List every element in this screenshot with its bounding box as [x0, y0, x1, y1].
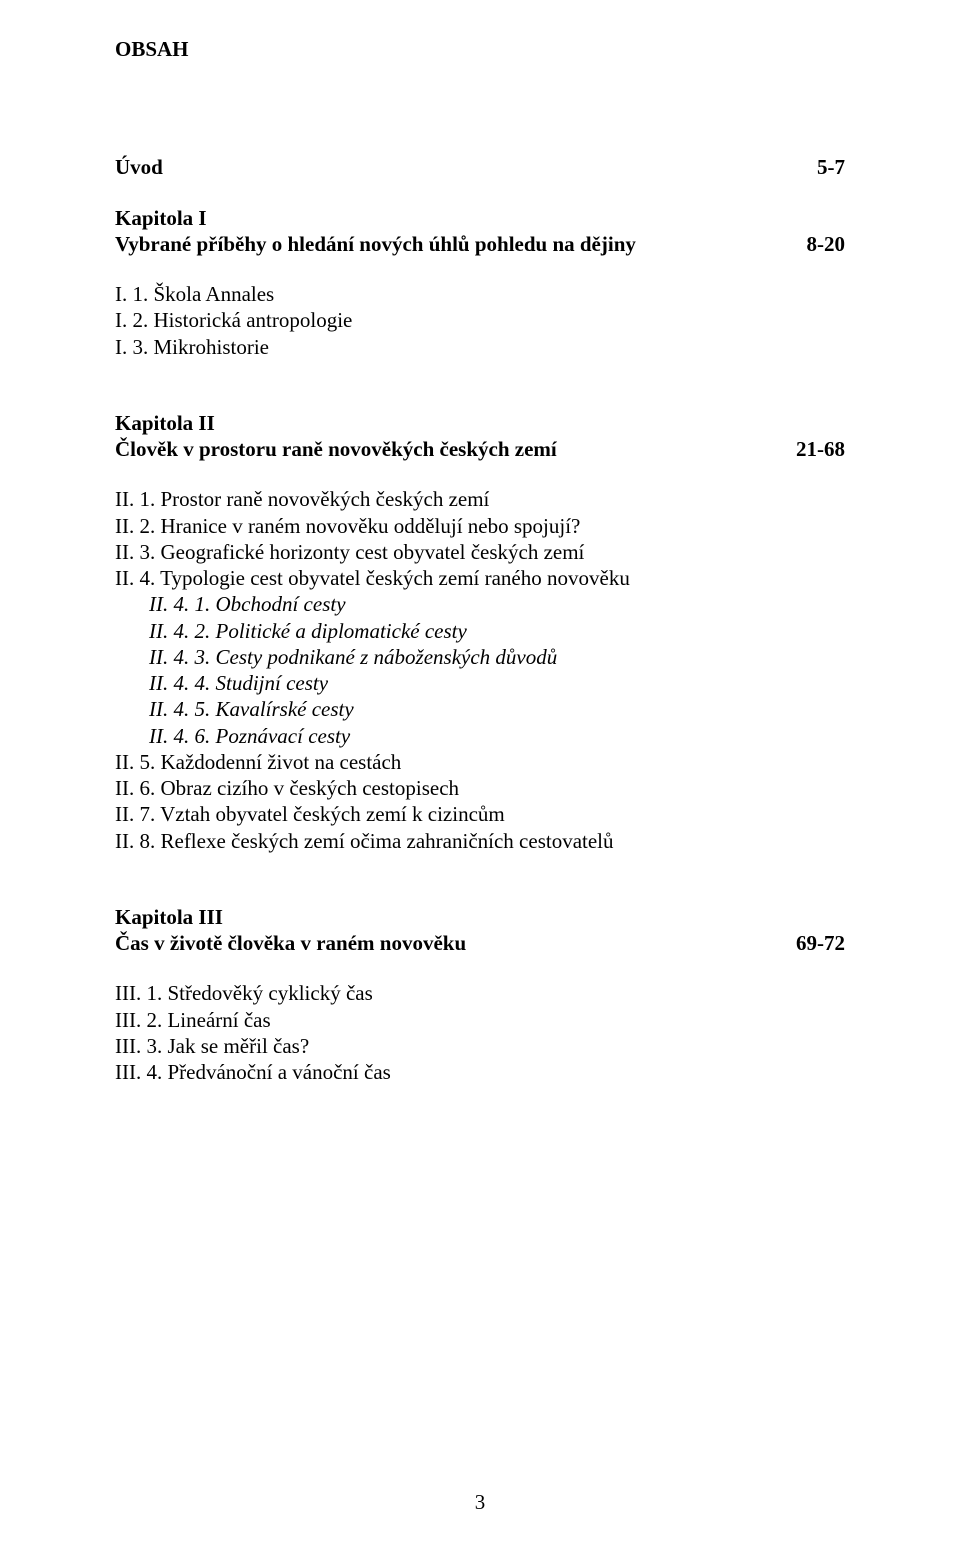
toc-item: II. 2. Hranice v raném novověku oddělují… — [115, 513, 845, 539]
chapter-heading-line2: Člověk v prostoru raně novověkých českýc… — [115, 436, 796, 462]
toc-item: II. 3. Geografické horizonty cest obyvat… — [115, 539, 845, 565]
toc-item: III. 2. Lineární čas — [115, 1007, 845, 1033]
chapter-pages: 69-72 — [796, 930, 845, 956]
toc-item: I. 1. Škola Annales — [115, 281, 845, 307]
chapter-heading-line1: Kapitola III — [115, 904, 845, 930]
toc-item: II. 6. Obraz cizího v českých cestopisec… — [115, 775, 845, 801]
chapter-pages: 21-68 — [796, 436, 845, 462]
chapter-pages: 8-20 — [807, 231, 846, 257]
spacer — [115, 854, 845, 904]
toc-item: I. 2. Historická antropologie — [115, 307, 845, 333]
toc-item: II. 4. Typologie cest obyvatel českých z… — [115, 565, 845, 591]
toc-item: III. 3. Jak se měřil čas? — [115, 1033, 845, 1059]
spacer — [115, 257, 845, 281]
doc-title: OBSAH — [115, 36, 845, 62]
toc-subitem: II. 4. 1. Obchodní cesty — [115, 591, 845, 617]
intro-pages: 5-7 — [817, 154, 845, 180]
page: OBSAH Úvod 5-7 Kapitola I Vybrané příběh… — [0, 0, 960, 1543]
chapter-heading-line2: Vybrané příběhy o hledání nových úhlů po… — [115, 231, 807, 257]
spacer — [115, 360, 845, 410]
spacer — [115, 62, 845, 154]
toc-item: II. 7. Vztah obyvatel českých zemí k ciz… — [115, 801, 845, 827]
chapter-heading-line2: Čas v životě člověka v raném novověku — [115, 930, 796, 956]
intro-row: Úvod 5-7 — [115, 154, 845, 180]
toc-subitem: II. 4. 5. Kavalírské cesty — [115, 696, 845, 722]
spacer — [115, 956, 845, 980]
toc-subitem: II. 4. 2. Politické a diplomatické cesty — [115, 618, 845, 644]
toc-item: II. 1. Prostor raně novověkých českých z… — [115, 486, 845, 512]
spacer — [115, 462, 845, 486]
toc-subitem: II. 4. 3. Cesty podnikané z náboženských… — [115, 644, 845, 670]
chapter-heading-row: Člověk v prostoru raně novověkých českýc… — [115, 436, 845, 462]
chapter-heading-line1: Kapitola I — [115, 205, 845, 231]
page-number: 3 — [0, 1489, 960, 1515]
toc-item: II. 5. Každodenní život na cestách — [115, 749, 845, 775]
toc-item: III. 4. Předvánoční a vánoční čas — [115, 1059, 845, 1085]
toc-item: III. 1. Středověký cyklický čas — [115, 980, 845, 1006]
chapter-heading-line1: Kapitola II — [115, 410, 845, 436]
toc-item: II. 8. Reflexe českých zemí očima zahran… — [115, 828, 845, 854]
toc-subitem: II. 4. 6. Poznávací cesty — [115, 723, 845, 749]
toc-subitem: II. 4. 4. Studijní cesty — [115, 670, 845, 696]
intro-title: Úvod — [115, 154, 817, 180]
spacer — [115, 181, 845, 205]
chapter-heading-row: Vybrané příběhy o hledání nových úhlů po… — [115, 231, 845, 257]
toc-item: I. 3. Mikrohistorie — [115, 334, 845, 360]
chapter-heading-row: Čas v životě člověka v raném novověku 69… — [115, 930, 845, 956]
